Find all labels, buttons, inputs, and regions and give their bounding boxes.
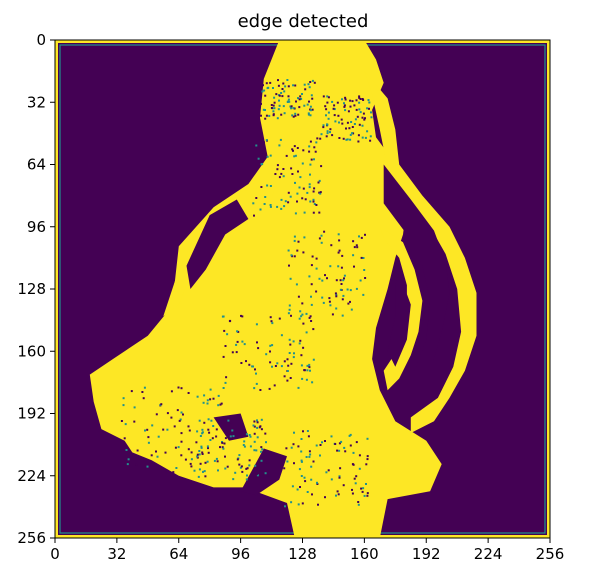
gap-3 xyxy=(240,448,287,496)
gap-4 xyxy=(213,413,249,441)
y-tick-label: 256 xyxy=(17,529,46,547)
x-tick-label: 128 xyxy=(288,545,317,563)
x-tick-label: 224 xyxy=(474,545,503,563)
x-tick-label: 64 xyxy=(169,545,188,563)
edge-noise-dots xyxy=(120,79,373,508)
edge-region-body xyxy=(89,40,442,538)
y-tick-label: 64 xyxy=(27,156,46,174)
y-tick-label: 128 xyxy=(17,280,46,298)
x-tick-label: 192 xyxy=(412,545,441,563)
x-tick-label: 0 xyxy=(50,545,60,563)
x-tick-label: 256 xyxy=(536,545,565,563)
gap-1 xyxy=(387,273,411,367)
edge-region-right-arc xyxy=(364,71,477,433)
y-tick-label: 192 xyxy=(17,405,46,423)
gap-5 xyxy=(186,199,249,289)
x-tick-label: 96 xyxy=(231,545,250,563)
y-axis: 0 32 64 96 128 160 192 224 256 xyxy=(17,31,55,547)
x-axis: 0 32 64 96 128 160 192 224 256 xyxy=(50,538,564,563)
x-tick-label: 160 xyxy=(350,545,379,563)
y-tick-label: 32 xyxy=(27,93,46,111)
x-tick-label: 32 xyxy=(107,545,126,563)
y-tick-label: 96 xyxy=(27,218,46,236)
edge-region-inner-arc xyxy=(379,226,423,391)
chart-title: edge detected xyxy=(238,11,369,32)
gap-2 xyxy=(383,164,450,383)
y-tick-label: 0 xyxy=(36,31,46,49)
y-tick-label: 224 xyxy=(17,467,46,485)
plot-area xyxy=(54,39,551,539)
y-tick-label: 160 xyxy=(17,342,46,360)
